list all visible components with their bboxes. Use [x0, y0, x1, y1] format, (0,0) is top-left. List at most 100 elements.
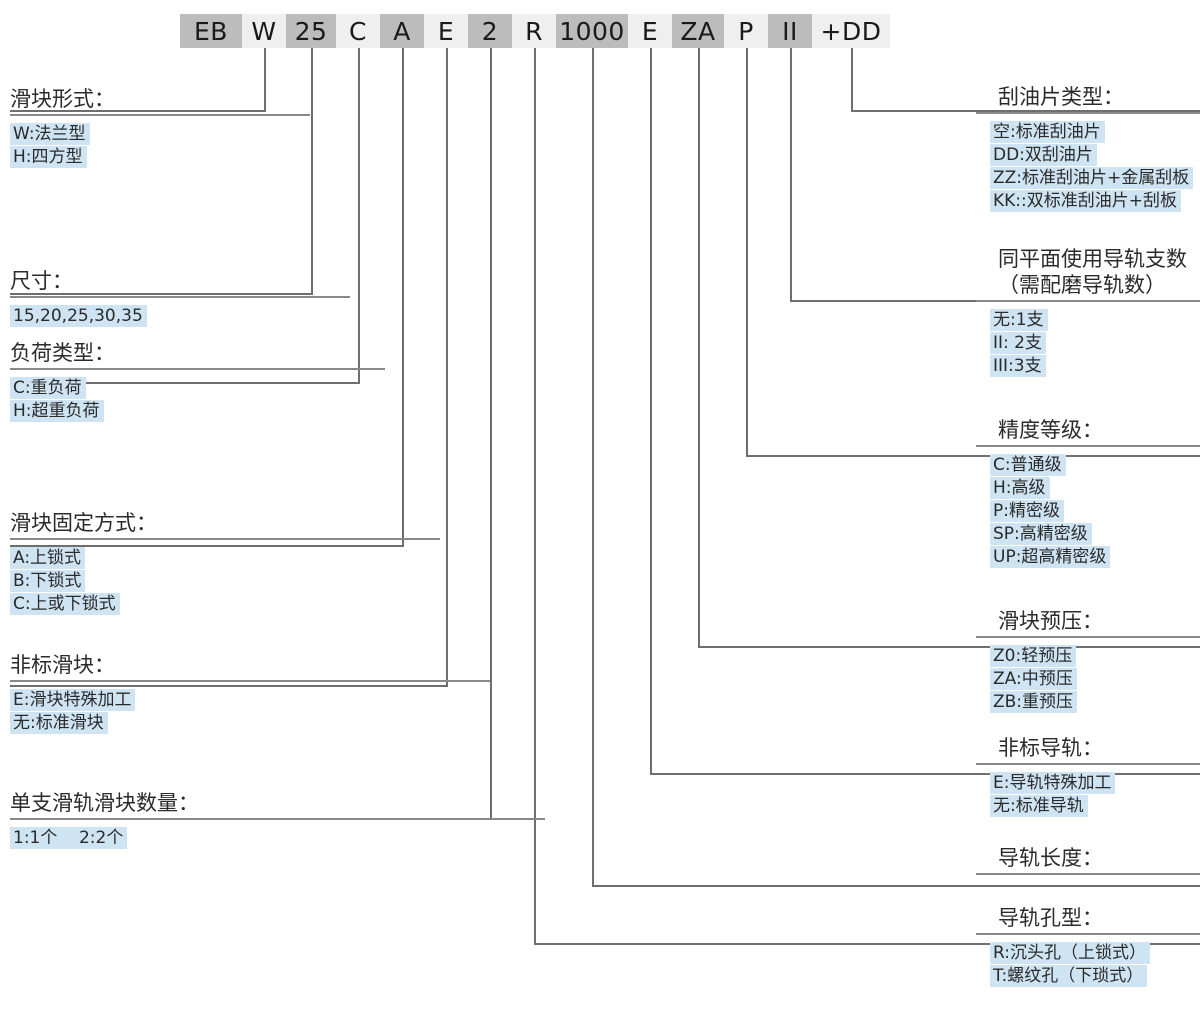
- code-segment: +DD: [812, 14, 890, 48]
- section-title: 精度等级：: [998, 418, 1103, 442]
- leader-line-horizontal: [851, 110, 1200, 112]
- option-item: 15,20,25,30,35: [10, 305, 147, 327]
- option-item: DD:双刮油片: [990, 144, 1097, 166]
- code-segment: 1000: [556, 14, 628, 48]
- option-item: E:滑块特殊加工: [10, 689, 136, 711]
- leader-line-horizontal: [10, 685, 448, 687]
- option-item: H:高级: [990, 477, 1050, 499]
- section-rule: [10, 818, 545, 820]
- option-list: A:上锁式 B:下锁式 C:上或下锁式: [10, 547, 440, 616]
- code-segment: E: [628, 14, 672, 48]
- section-title: 尺寸：: [10, 269, 73, 293]
- leader-line-vertical: [490, 48, 492, 818]
- option-item: SP:高精密级: [990, 523, 1092, 545]
- option-list: C:重负荷 H:超重负荷: [10, 377, 385, 423]
- leader-line-vertical: [746, 48, 748, 455]
- product-code-row: EB W 25 C A E 2 R 1000 E ZA P II +DD: [180, 14, 890, 48]
- code-segment: W: [242, 14, 286, 48]
- code-segment: A: [380, 14, 424, 48]
- section-rule: [10, 680, 490, 682]
- option-item: 1:1个 2:2个: [10, 827, 128, 849]
- leader-line-horizontal: [534, 943, 1200, 945]
- option-list: 1:1个 2:2个: [10, 827, 545, 850]
- leader-line-horizontal: [10, 293, 313, 295]
- option-list: R:沉头孔（上锁式） T:螺纹孔（下琐式）: [976, 942, 1200, 988]
- section-title: 同平面使用导轨支数 （需配磨导轨数）: [998, 247, 1187, 297]
- option-item: C:重负荷: [10, 377, 86, 399]
- leader-line-vertical: [698, 48, 700, 646]
- option-item: P:精密级: [990, 500, 1064, 522]
- option-item: II: 2支: [990, 332, 1046, 354]
- option-list: E:导轨特殊加工 无:标准导轨: [976, 772, 1200, 818]
- section-rule: [976, 300, 1200, 302]
- section-rule: [976, 873, 1200, 875]
- option-item: R:沉头孔（上锁式）: [990, 942, 1151, 964]
- leader-line-horizontal: [650, 773, 1200, 775]
- option-item: H:四方型: [10, 146, 87, 168]
- section-title: 非标导轨：: [998, 736, 1103, 760]
- section-rails-same-plane: 同平面使用导轨支数 （需配磨导轨数） 无:1支 II: 2支 III:3支: [976, 246, 1200, 378]
- section-rail-hole-type: 导轨孔型： R:沉头孔（上锁式） T:螺纹孔（下琐式）: [976, 905, 1200, 988]
- section-title: 非标滑块：: [10, 653, 115, 677]
- section-rule: [976, 636, 1200, 638]
- option-item: C:普通级: [990, 454, 1066, 476]
- option-item: E:导轨特殊加工: [990, 772, 1116, 794]
- option-item: B:下锁式: [10, 570, 86, 592]
- section-size: 尺寸： 15,20,25,30,35: [10, 268, 350, 328]
- section-rule: [976, 763, 1200, 765]
- option-list: 无:1支 II: 2支 III:3支: [976, 309, 1200, 378]
- option-list: Z0:轻预压 ZA:中预压 ZB:重预压: [976, 645, 1200, 714]
- option-item: W:法兰型: [10, 123, 90, 145]
- leader-line-vertical: [311, 48, 313, 293]
- option-item: KK::双标准刮油片+刮板: [990, 190, 1181, 212]
- leader-line-horizontal: [746, 455, 1200, 457]
- option-item: Z0:轻预压: [990, 645, 1077, 667]
- option-list: W:法兰型 H:四方型: [10, 123, 310, 169]
- section-title: 单支滑轨滑块数量：: [10, 791, 199, 815]
- code-segment: ZA: [672, 14, 724, 48]
- section-slider-mounting: 滑块固定方式： A:上锁式 B:下锁式 C:上或下锁式: [10, 510, 440, 616]
- leader-line-vertical: [592, 48, 594, 885]
- option-list: C:普通级 H:高级 P:精密级 SP:高精密级 UP:超高精密级: [976, 454, 1200, 569]
- section-title: 刮油片类型：: [998, 85, 1124, 109]
- option-item: T:螺纹孔（下琐式）: [990, 965, 1148, 987]
- section-accuracy-grade: 精度等级： C:普通级 H:高级 P:精密级 SP:高精密级 UP:超高精密级: [976, 417, 1200, 569]
- option-item: C:上或下锁式: [10, 593, 120, 615]
- code-segment: 25: [286, 14, 336, 48]
- section-slider-form: 滑块形式： W:法兰型 H:四方型: [10, 86, 310, 169]
- option-item: ZA:中预压: [990, 668, 1077, 690]
- section-nonstandard-rail: 非标导轨： E:导轨特殊加工 无:标准导轨: [976, 735, 1200, 818]
- leader-line-vertical: [402, 48, 404, 545]
- leader-line-vertical: [650, 48, 652, 773]
- section-title: 滑块固定方式：: [10, 511, 157, 535]
- section-rule: [10, 296, 350, 298]
- option-item: 无:标准滑块: [10, 712, 108, 734]
- section-rule: [976, 933, 1200, 935]
- leader-line-vertical: [358, 48, 360, 382]
- section-rail-length: 导轨长度：: [976, 845, 1200, 875]
- code-segment: II: [768, 14, 812, 48]
- section-rule: [10, 368, 385, 370]
- section-nonstandard-slider: 非标滑块： E:滑块特殊加工 无:标准滑块: [10, 652, 490, 735]
- option-item: A:上锁式: [10, 547, 86, 569]
- section-wiper-type: 刮油片类型： 空:标准刮油片 DD:双刮油片 ZZ:标准刮油片+金属刮板 KK:…: [976, 84, 1200, 213]
- code-segment: R: [512, 14, 556, 48]
- option-item: 空:标准刮油片: [990, 121, 1105, 143]
- section-title: 滑块形式：: [10, 87, 115, 111]
- code-segment: EB: [180, 14, 242, 48]
- code-segment: P: [724, 14, 768, 48]
- option-item: 无:标准导轨: [990, 795, 1088, 817]
- section-title: 负荷类型：: [10, 341, 115, 365]
- option-list: 15,20,25,30,35: [10, 305, 350, 328]
- option-item: 无:1支: [990, 309, 1048, 331]
- leader-line-vertical: [534, 48, 536, 943]
- section-title: 滑块预压：: [998, 609, 1103, 633]
- option-item: ZB:重预压: [990, 691, 1078, 713]
- section-rule: [976, 445, 1200, 447]
- section-rule: [10, 114, 310, 116]
- section-title: 导轨长度：: [998, 846, 1103, 870]
- leader-line-horizontal: [10, 110, 266, 112]
- leader-line-vertical: [264, 48, 266, 110]
- code-segment: 2: [468, 14, 512, 48]
